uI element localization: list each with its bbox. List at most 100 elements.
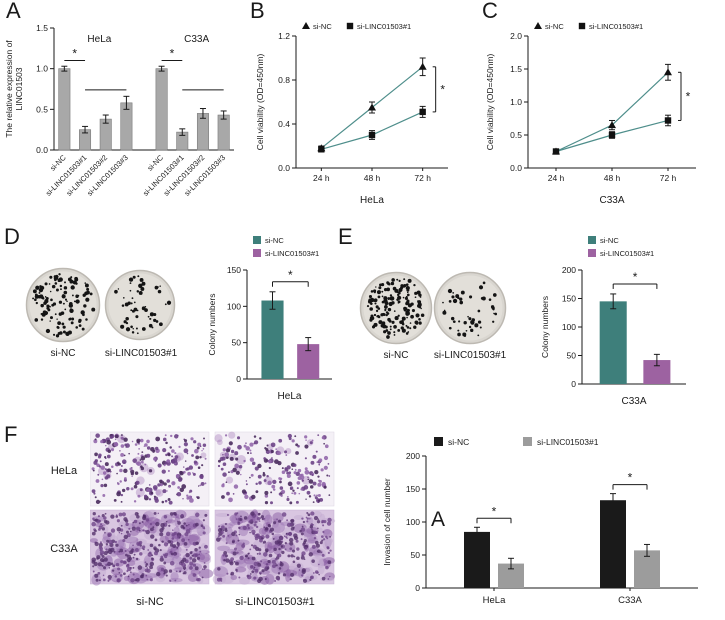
cell-dot (272, 479, 277, 484)
cell-dot (144, 463, 147, 466)
cell-dot (229, 561, 234, 566)
colony-dot (44, 299, 49, 304)
panel-a-letter: A (6, 0, 21, 23)
cell-dot (223, 550, 228, 555)
colony-dot (403, 308, 407, 312)
cell-dot (319, 541, 323, 545)
cell-dot (301, 525, 304, 528)
cell-dot (296, 563, 301, 568)
cell-dot (217, 459, 221, 463)
cell-dot (226, 513, 229, 516)
cell-dot (145, 574, 148, 577)
y-tick-label: 100 (562, 322, 576, 332)
cell-dot (284, 467, 289, 472)
cell-dot (118, 531, 121, 534)
colony-dot (123, 297, 125, 299)
cell-dot (197, 442, 202, 447)
colony-dot (130, 302, 133, 305)
cell-dot (110, 528, 116, 533)
cell-dot (317, 499, 321, 502)
triangle-marker (418, 62, 427, 70)
cell-dot (193, 440, 197, 444)
cell-dot (300, 532, 304, 536)
cell-dot (312, 501, 315, 504)
colony-dot (468, 317, 472, 321)
group-label: HeLa (87, 34, 111, 45)
cell-dot (99, 460, 102, 463)
colony-dot (125, 327, 131, 332)
cell-dot (245, 480, 248, 482)
cell-dot (199, 550, 202, 553)
cell-dot (304, 457, 307, 460)
colony-image-d-si-linc (104, 269, 176, 341)
y-tick-label: 50 (567, 351, 577, 361)
colony-dot (401, 316, 406, 321)
cell-blob (225, 476, 234, 484)
cell-dot (105, 563, 108, 567)
cell-dot (270, 449, 274, 454)
cell-dot (281, 550, 285, 555)
legend-label: si-NC (313, 22, 332, 31)
cell-dot (196, 556, 201, 560)
colony-dot (388, 319, 391, 322)
cell-blob (215, 512, 231, 518)
cell-dot (306, 520, 309, 523)
cell-dot (120, 532, 123, 535)
cell-dot (285, 532, 288, 535)
legend-label: si-NC (448, 437, 469, 447)
cell-dot (314, 469, 319, 475)
cell-dot (199, 455, 202, 459)
colony-dot (474, 323, 479, 328)
cell-dot (289, 501, 293, 505)
cell-dot (110, 514, 115, 519)
cell-dot (133, 500, 137, 503)
cell-dot (178, 537, 181, 539)
colony-dot (374, 302, 377, 305)
colony-dot (463, 334, 467, 337)
cell-dot (159, 528, 164, 533)
cell-dot (327, 551, 330, 555)
cell-dot (249, 573, 252, 575)
cell-dot (160, 555, 164, 559)
cell-dot (312, 524, 315, 526)
cell-dot (254, 466, 259, 471)
bar (261, 300, 284, 379)
cell-dot (105, 548, 108, 551)
cell-dot (114, 438, 117, 441)
colony-dot (405, 307, 408, 309)
cell-dot (274, 540, 279, 545)
colony-dot (393, 331, 396, 334)
cell-dot (141, 547, 144, 550)
cell-dot (235, 534, 238, 537)
cell-dot (176, 542, 180, 546)
cell-dot (146, 453, 151, 458)
cell-dot (316, 571, 319, 574)
cell-dot (142, 545, 146, 549)
cell-dot (272, 537, 275, 540)
cell-dot (142, 529, 145, 532)
cell-dot (136, 438, 141, 443)
cell-dot (305, 498, 307, 500)
colony-dot (373, 289, 377, 293)
cell-dot (199, 474, 204, 479)
cell-dot (235, 561, 239, 566)
colony-dot (493, 312, 495, 315)
cell-dot (272, 564, 276, 569)
cell-dot (280, 545, 284, 548)
cell-dot (295, 471, 300, 477)
cell-dot (102, 559, 105, 563)
colony-dot (54, 313, 57, 316)
cell-dot (277, 553, 282, 558)
cell-dot (134, 512, 139, 516)
cell-dot (253, 561, 258, 566)
cell-dot (185, 548, 188, 551)
cell-dot (157, 483, 161, 487)
cell-dot (251, 570, 255, 574)
colony-dot (386, 287, 391, 292)
cell-dot (169, 560, 175, 566)
transwell-row-label-hela: HeLa (50, 465, 78, 477)
colony-dot (52, 302, 57, 306)
cell-dot (98, 545, 102, 549)
colony-dot (135, 315, 139, 319)
colony-dot (68, 278, 71, 281)
